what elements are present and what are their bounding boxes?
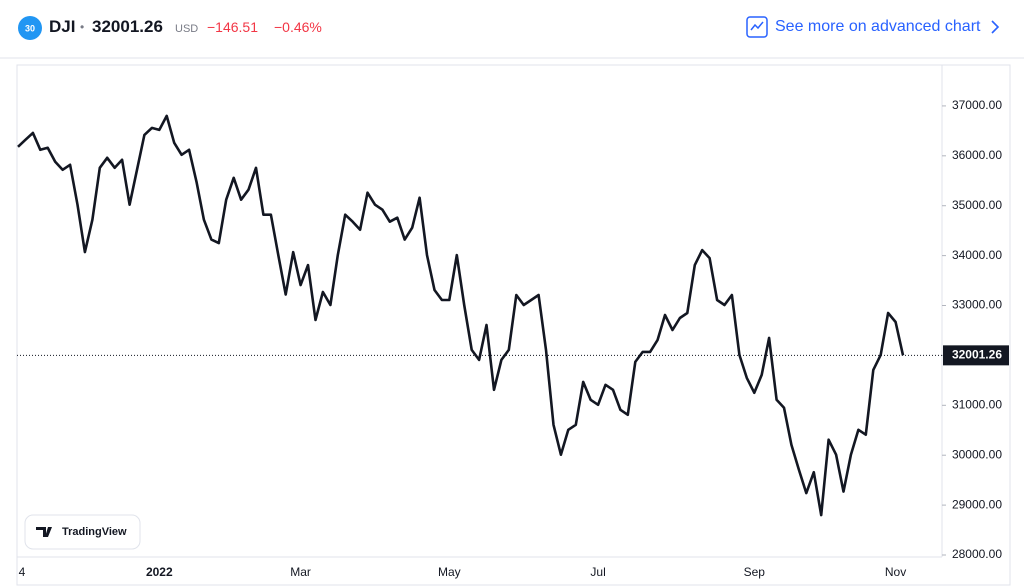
change: −146.51 (207, 19, 258, 35)
brand-badge[interactable]: TradingView (24, 514, 141, 550)
chevron[interactable] (989, 19, 1001, 35)
x-tick-label: Nov (885, 565, 906, 579)
y-tick-label: 37000.00 (952, 98, 1002, 112)
price-line (17, 114, 905, 517)
x-tick-label: Mar (290, 565, 311, 579)
x-tick-label: May (438, 565, 461, 579)
x-tick-label: 2022 (146, 565, 173, 579)
x-tick-label: Sep (744, 565, 766, 579)
y-tick-label: 28000.00 (952, 547, 1002, 561)
y-tick-label: 29000.00 (952, 497, 1002, 511)
advanced-chart-link[interactable]: See more on advanced chart (775, 18, 981, 35)
badge: 30 (18, 16, 42, 40)
y-tick-label: 33000.00 (952, 298, 1002, 312)
change-pct: −0.46% (274, 19, 322, 35)
x-tick-label: Jul (590, 565, 605, 579)
y-tick-label: 34000.00 (952, 248, 1002, 262)
link-icon[interactable] (746, 16, 768, 38)
chart-frame (16, 64, 1011, 586)
badge-text: 30 (25, 23, 35, 33)
y-tick-label: 35000.00 (952, 198, 1002, 212)
header: 30 DJI • 32001.26 USD −146.51 −0.46% See… (0, 0, 1024, 56)
separator: • (80, 20, 85, 34)
last-price-box (943, 345, 1009, 366)
price: 32001.26 (92, 17, 163, 36)
x-tick-label: 4 (19, 565, 26, 579)
currency: USD (175, 23, 199, 35)
brand-text: TradingView (62, 526, 127, 538)
y-tick-label: 31000.00 (952, 397, 1002, 411)
y-tick-label: 36000.00 (952, 148, 1002, 162)
symbol: DJI (49, 17, 76, 36)
y-tick-label: 30000.00 (952, 447, 1002, 461)
last-price-label: 32001.26 (952, 348, 1002, 362)
